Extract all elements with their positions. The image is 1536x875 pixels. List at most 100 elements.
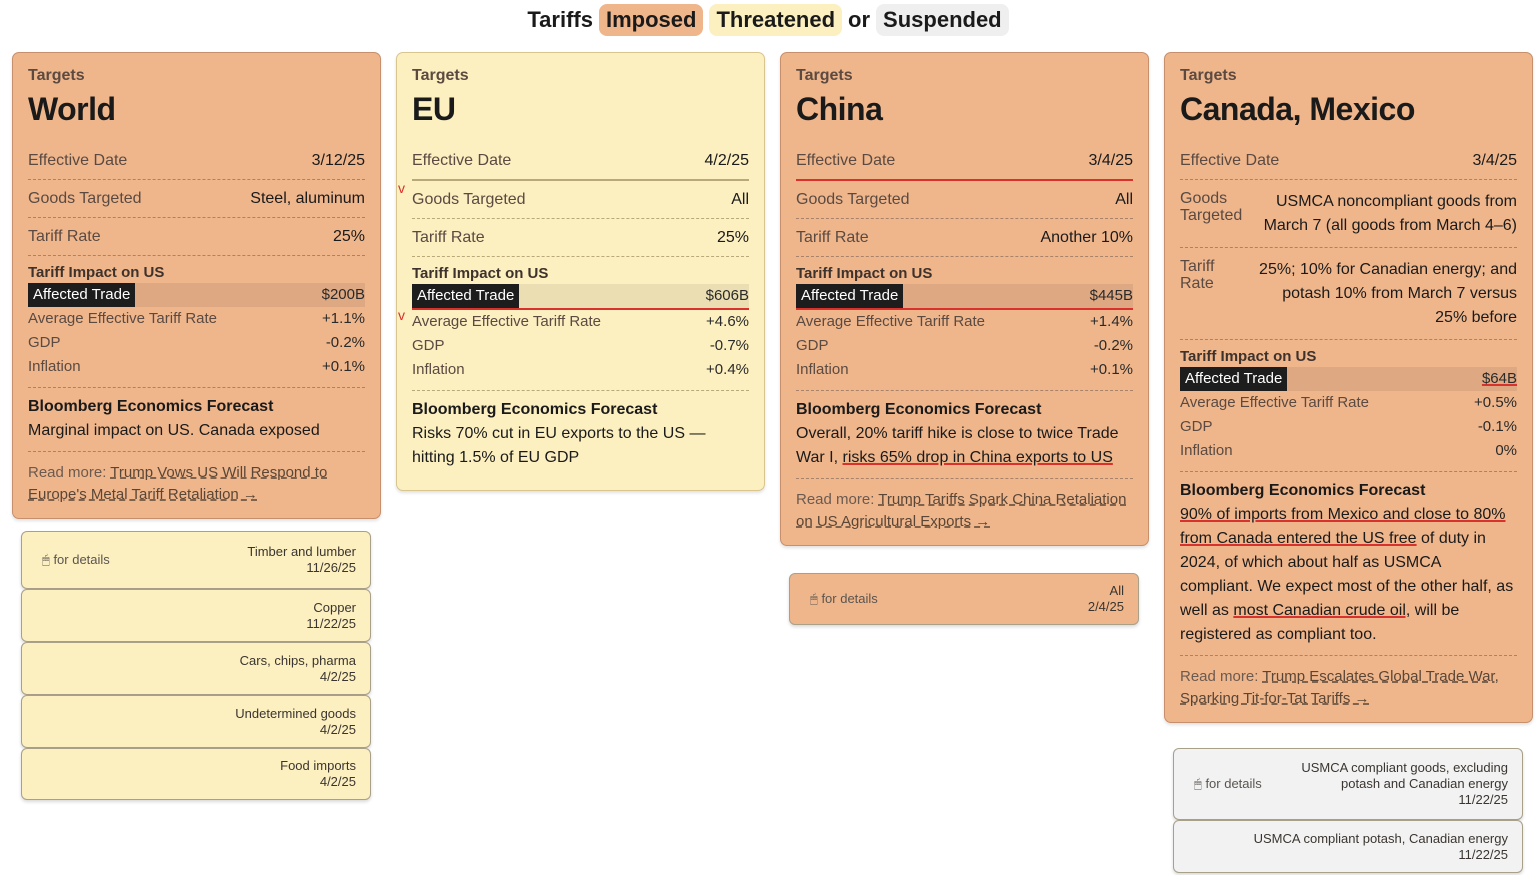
subcard-label: Timber and lumber (247, 544, 356, 559)
effective-date-row: Effective Date 3/4/25 (1180, 142, 1517, 180)
forecast-text: 90% of imports from Mexico and close to … (1180, 503, 1517, 647)
avg-rate-label: Average Effective Tariff Rate (1180, 394, 1370, 411)
subcard-copper[interactable]: Copper 11/22/25 (21, 589, 371, 642)
affected-trade-label: Affected Trade (1180, 367, 1288, 391)
rate-value: 25%; 10% for Canadian energy; and potash… (1259, 261, 1517, 326)
card-title: World (28, 91, 116, 127)
subcard-label: Food imports (280, 758, 356, 773)
goods-value: All (731, 191, 749, 208)
read-more-link[interactable]: Trump Vows US Will Respond to Europe's M… (28, 464, 328, 503)
goods-label: Goods Targeted (412, 191, 526, 208)
impact-head: Tariff Impact on US (412, 265, 549, 282)
subcard-date: 4/2/25 (319, 774, 356, 789)
affected-trade-label: Affected Trade (28, 283, 136, 307)
impact-head: Tariff Impact on US (1180, 348, 1317, 365)
impact-section: Tariff Impact on US Affected Trade $606B … (412, 257, 749, 391)
effective-date-label: Effective Date (796, 152, 896, 169)
inflation-row: Inflation +0.4% (412, 358, 749, 382)
rate-value: 25% (332, 228, 365, 245)
card-title: Canada, Mexico (1180, 91, 1415, 127)
targets-label: Targets (28, 67, 85, 84)
subcard-date: 11/26/25 (306, 560, 356, 575)
details-hint-text: for details (53, 552, 110, 567)
inflation-value: +0.4% (706, 361, 749, 378)
goods-value: All (1115, 191, 1133, 208)
read-more: Read more: Trump Escalates Global Trade … (1180, 656, 1517, 710)
subcard-food[interactable]: Food imports 4/2/25 (21, 748, 371, 800)
mouse-icon: 🖱 (1194, 776, 1202, 791)
goods-label: Goods Targeted (28, 190, 142, 207)
subcard-undetermined[interactable]: Undetermined goods 4/2/25 (21, 695, 371, 748)
legend-suspended: Suspended (876, 4, 1009, 36)
affected-trade-row: Affected Trade $606B (412, 284, 749, 310)
details-hint-text: for details (1205, 776, 1262, 791)
forecast-highlight: 90% of imports from Mexico and close to … (1180, 506, 1506, 547)
gdp-row: GDP -0.7% (412, 334, 749, 358)
mouse-icon: 🖱 (810, 591, 818, 606)
subcard-label: Undetermined goods (235, 705, 356, 721)
rate-label: Tariff Rate (1180, 258, 1215, 292)
subcard-date: 4/2/25 (319, 668, 356, 684)
gdp-row: GDP -0.2% (28, 331, 365, 355)
gdp-row: GDP -0.1% (1180, 415, 1517, 439)
affected-trade-label: Affected Trade (796, 284, 904, 308)
avg-rate-label: Average Effective Tariff Rate (28, 310, 218, 327)
forecast-highlight: most Canadian crude oil, (1233, 602, 1411, 619)
avg-rate-label: Average Effective Tariff Rate (796, 313, 986, 330)
goods-value: USMCA noncompliant goods from March 7 (a… (1263, 193, 1517, 234)
avg-rate-row: Average Effective Tariff Rate +1.4% (796, 310, 1133, 334)
effective-date-row: Effective Date 3/4/25 (796, 142, 1133, 181)
forecast-head: Bloomberg Economics Forecast (796, 401, 1042, 418)
gdp-label: GDP (412, 337, 445, 354)
subcard-china-all[interactable]: 🖱 for details All 2/4/25 (789, 573, 1139, 625)
subcard-timber[interactable]: 🖱 for details Timber and lumber 11/26/25 (21, 531, 371, 589)
mouse-icon: 🖱 (42, 552, 50, 567)
impact-section: Tariff Impact on US Affected Trade $200B … (28, 256, 365, 388)
effective-date-row: Effective Date 4/2/25 (412, 142, 749, 181)
goods-row: Goods Targeted Steel, aluminum (28, 180, 365, 218)
goods-row: Goods Targeted USMCA noncompliant goods f… (1180, 180, 1517, 248)
rate-value: Another 10% (1040, 229, 1133, 246)
read-more-label: Read more: (28, 464, 107, 481)
avg-rate-row: Average Effective Tariff Rate +4.6% (412, 310, 749, 334)
effective-date-row: Effective Date 3/12/25 (28, 142, 365, 180)
forecast-text: Overall, 20% tariff hike is close to twi… (796, 422, 1133, 470)
inflation-value: +0.1% (322, 358, 365, 375)
forecast-text-b: of duty in 2024, of which about half as … (1180, 530, 1514, 619)
forecast-text-a: Overall, 20% tariff hike is close to twi… (796, 425, 1119, 466)
rate-row: Tariff Rate Another 10% (796, 219, 1133, 257)
details-hint: 🖱 for details (810, 591, 878, 607)
affected-trade-row: Affected Trade $200B (28, 283, 365, 307)
details-hint-text: for details (821, 591, 878, 606)
subcard-usmca-compliant[interactable]: 🖱 for details USMCA compliant goods, exc… (1173, 748, 1523, 820)
gdp-label: GDP (796, 337, 829, 354)
forecast-text-d: will be registered as compliant too. (1180, 602, 1460, 643)
read-more-link[interactable]: Trump Tariffs Spark China Retaliation on… (796, 491, 1127, 530)
avg-rate-value: +1.1% (322, 310, 365, 327)
gdp-row: GDP -0.2% (796, 334, 1133, 358)
goods-row: Goods Targeted All (412, 181, 749, 219)
read-more-link[interactable]: Trump Escalates Global Trade War, Sparki… (1180, 668, 1499, 707)
card-eu: Targets EU Effective Date 4/2/25 Goods Ta… (396, 52, 765, 491)
card-title: EU (412, 91, 456, 127)
card-world: Targets World Effective Date 3/12/25 Good… (12, 52, 381, 519)
forecast-head: Bloomberg Economics Forecast (1180, 482, 1426, 499)
impact-head: Tariff Impact on US (28, 264, 165, 281)
read-more: Read more: Trump Vows US Will Respond to… (28, 452, 365, 506)
forecast-section: Bloomberg Economics Forecast Marginal im… (28, 388, 365, 452)
forecast-highlight: risks 65% drop in China exports to US (842, 449, 1113, 466)
card-title: China (796, 91, 883, 127)
card-china: Targets China Effective Date 3/4/25 Goods… (780, 52, 1149, 546)
rate-row: Tariff Rate 25% (412, 219, 749, 257)
affected-trade-value: $200B (321, 286, 365, 303)
subcard-label: All (1109, 583, 1124, 598)
inflation-value: +0.1% (1090, 361, 1133, 378)
rate-row: Tariff Rate 25% (28, 218, 365, 256)
rate-label: Tariff Rate (412, 229, 485, 246)
inflation-label: Inflation (28, 358, 81, 375)
avg-rate-value: +0.5% (1474, 394, 1517, 411)
subcard-usmca-potash[interactable]: USMCA compliant potash, Canadian energy 1… (1173, 820, 1523, 873)
inflation-label: Inflation (412, 361, 465, 378)
subcard-cars[interactable]: Cars, chips, pharma 4/2/25 (21, 642, 371, 695)
read-more-label: Read more: (796, 491, 875, 508)
